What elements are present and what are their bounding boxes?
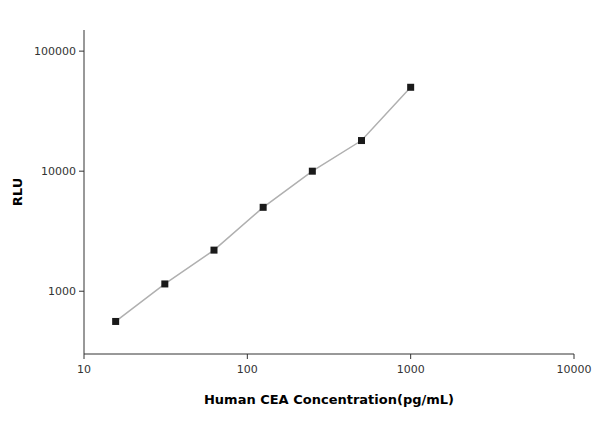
y-axis-line [84, 30, 85, 354]
x-tick [247, 354, 248, 359]
y-tick-label: 100000 [34, 45, 76, 58]
data-point [309, 168, 316, 175]
y-tick-label: 1000 [48, 285, 76, 298]
data-point [358, 137, 365, 144]
y-axis-label: RLU [10, 178, 25, 206]
data-point [260, 204, 267, 211]
x-axis-label: Human CEA Concentration(pg/mL) [204, 392, 454, 407]
plot-area [112, 84, 414, 325]
data-point [161, 280, 168, 287]
data-point [112, 318, 119, 325]
x-tick-label: 1000 [397, 363, 425, 376]
axes: 10 100 1000 10000 1000 10000 100000 [34, 30, 592, 376]
data-line [116, 87, 411, 321]
y-tick [79, 171, 84, 172]
data-point [210, 247, 217, 254]
y-tick [79, 51, 84, 52]
chart-svg: 10 100 1000 10000 1000 10000 100000 Human CEA C… [0, 0, 608, 426]
y-tick [79, 291, 84, 292]
x-tick [84, 354, 85, 359]
x-axis-line [84, 354, 574, 355]
x-tick [574, 354, 575, 359]
x-tick-label: 10000 [557, 363, 592, 376]
x-tick [410, 354, 411, 359]
chart-container: 10 100 1000 10000 1000 10000 100000 Human CEA C… [0, 0, 608, 426]
x-tick-label: 10 [77, 363, 91, 376]
data-point [407, 84, 414, 91]
x-tick-label: 100 [237, 363, 258, 376]
y-tick-label: 10000 [41, 165, 76, 178]
